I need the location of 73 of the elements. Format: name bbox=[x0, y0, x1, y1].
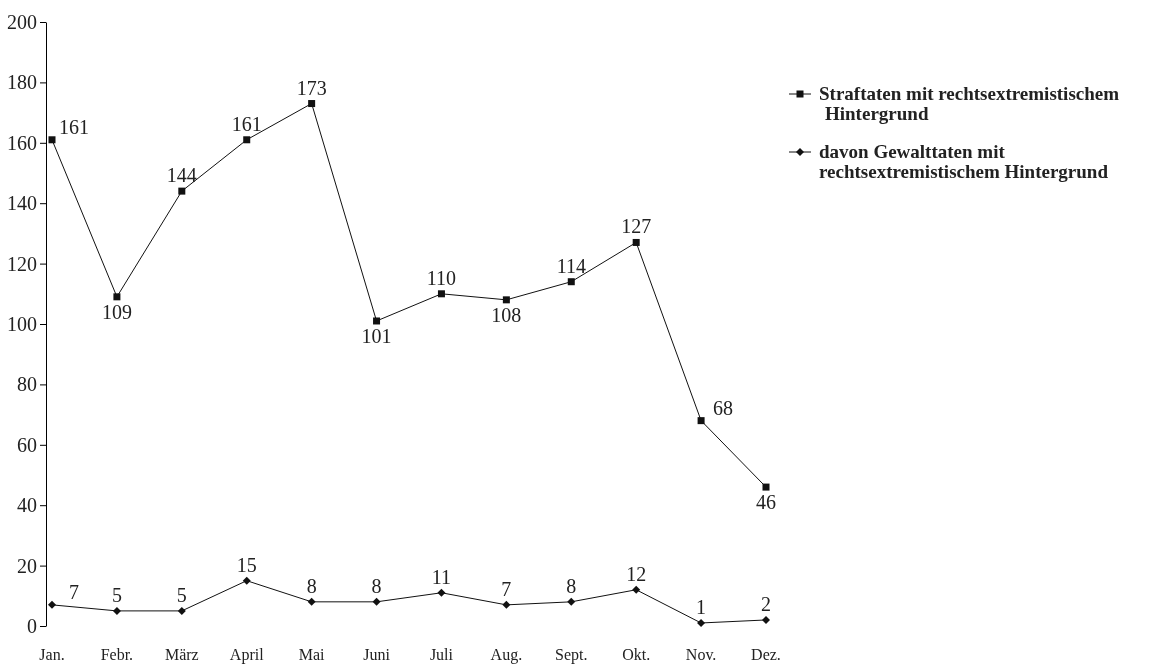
data-label: 46 bbox=[756, 491, 776, 514]
point bbox=[762, 483, 770, 491]
data-label: 8 bbox=[566, 574, 577, 597]
point bbox=[112, 606, 121, 615]
x-tick-label: April bbox=[229, 646, 265, 664]
data-label: 68 bbox=[713, 396, 734, 419]
y-tick-label: 120 bbox=[7, 252, 37, 275]
x-tick-label: Febr. bbox=[100, 646, 134, 663]
point bbox=[502, 600, 511, 609]
data-label: 1 bbox=[696, 595, 707, 618]
legend-label: Straftaten mit rechtsextremistischem Hintergrund bbox=[819, 83, 1120, 124]
y-tick-label: 160 bbox=[7, 131, 37, 154]
data-label: 8 bbox=[371, 574, 382, 597]
point bbox=[372, 597, 381, 606]
data-label: 109 bbox=[101, 300, 132, 323]
point bbox=[437, 588, 446, 597]
data-label: 101 bbox=[361, 324, 392, 347]
y-tick-label: 200 bbox=[7, 10, 37, 33]
data-label: 110 bbox=[426, 266, 457, 289]
point bbox=[178, 187, 186, 195]
data-label: 8 bbox=[306, 574, 317, 597]
legend-label: davon Gewalttaten mit rechtsextremistischem Hintergrund bbox=[819, 141, 1109, 182]
point bbox=[567, 597, 576, 606]
x-tick-label: Aug. bbox=[490, 646, 523, 664]
y-tick-label: 60 bbox=[17, 433, 37, 456]
data-label: 12 bbox=[626, 562, 647, 585]
point bbox=[48, 600, 56, 609]
point bbox=[307, 597, 316, 606]
data-label: 7 bbox=[69, 580, 79, 603]
data-label: 127 bbox=[621, 215, 652, 238]
data-label: 173 bbox=[296, 76, 327, 99]
point bbox=[567, 278, 575, 286]
y-tick-label: 0 bbox=[27, 614, 37, 637]
point bbox=[177, 606, 186, 615]
data-label: 11 bbox=[431, 565, 452, 588]
x-tick-label: Dez. bbox=[751, 646, 781, 663]
point bbox=[373, 317, 381, 325]
data-label: 2 bbox=[761, 592, 771, 615]
point bbox=[437, 290, 445, 298]
data-label: 108 bbox=[491, 303, 522, 326]
y-tick-label: 80 bbox=[17, 373, 37, 396]
data-label: 114 bbox=[556, 254, 586, 277]
data-label: 5 bbox=[176, 583, 187, 606]
point bbox=[502, 296, 510, 304]
x-tick-label: März bbox=[164, 646, 199, 663]
y-tick-label: 40 bbox=[17, 494, 37, 517]
x-tick-label: Juli bbox=[429, 646, 454, 663]
data-label: 15 bbox=[236, 553, 257, 576]
point bbox=[697, 618, 706, 627]
point bbox=[308, 100, 316, 108]
x-tick-label: Juni bbox=[363, 646, 391, 663]
x-tick-label: Okt. bbox=[622, 646, 651, 663]
x-tick-label: Nov. bbox=[685, 646, 717, 663]
data-label: 144 bbox=[166, 164, 197, 187]
x-tick-label: Sept. bbox=[555, 646, 588, 664]
point bbox=[243, 136, 251, 144]
y-tick-label: 100 bbox=[7, 312, 37, 335]
data-label: 161 bbox=[231, 112, 262, 135]
point bbox=[632, 238, 640, 246]
point bbox=[242, 576, 251, 585]
point bbox=[762, 615, 770, 624]
data-label: 7 bbox=[501, 577, 512, 600]
x-tick-label: Mai bbox=[298, 646, 326, 663]
data-label: 161 bbox=[59, 115, 89, 138]
y-tick-label: 20 bbox=[17, 554, 37, 577]
x-tick-label: Jan. bbox=[39, 646, 65, 663]
point bbox=[632, 585, 641, 594]
point bbox=[48, 136, 56, 144]
y-tick-label: 180 bbox=[7, 71, 37, 94]
point bbox=[697, 417, 705, 425]
point bbox=[113, 293, 121, 301]
y-tick-label: 140 bbox=[7, 192, 37, 215]
data-label: 5 bbox=[111, 583, 122, 606]
